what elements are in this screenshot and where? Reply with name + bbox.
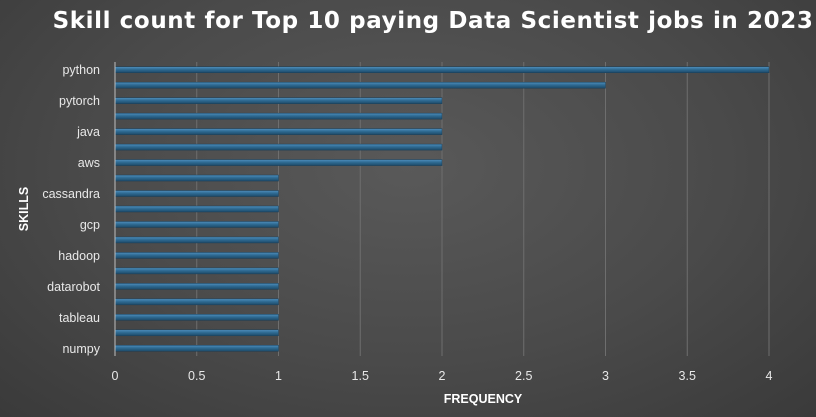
bar xyxy=(114,190,279,197)
y-tick-labels: python pytorch java aws cassandra gcp hadoop da… xyxy=(42,63,100,356)
bar xyxy=(114,314,279,321)
bar xyxy=(114,81,606,89)
bar xyxy=(114,143,443,151)
y-axis-title: SKILLS xyxy=(17,187,31,231)
x-tick-label: 4 xyxy=(766,369,773,383)
bar xyxy=(114,267,279,275)
bar xyxy=(114,283,279,290)
y-tick-label: gcp xyxy=(80,218,100,232)
x-tick-label: 1.5 xyxy=(352,369,369,383)
x-tick-label: 2 xyxy=(439,369,446,383)
bar xyxy=(114,298,279,306)
bar xyxy=(114,205,279,213)
bar xyxy=(114,329,279,337)
y-tick-label: pytorch xyxy=(59,94,100,108)
bar xyxy=(114,159,443,166)
y-tick-label: aws xyxy=(78,156,100,170)
bar xyxy=(114,345,279,352)
y-tick-label: java xyxy=(76,125,100,139)
bar xyxy=(114,128,443,135)
x-tick-label: 3 xyxy=(602,369,609,383)
gridlines xyxy=(196,62,770,356)
x-tick-label: 1 xyxy=(275,369,282,383)
y-tick-label: cassandra xyxy=(42,187,100,201)
bar xyxy=(114,97,443,104)
bar xyxy=(114,236,279,244)
y-tick-label: numpy xyxy=(62,342,100,356)
x-tick-labels: 0 0.5 1 1.5 2 2.5 3 3.5 4 xyxy=(112,369,773,383)
bars xyxy=(114,66,770,352)
bar xyxy=(114,221,279,228)
y-tick-label: python xyxy=(62,63,100,77)
x-axis-title: FREQUENCY xyxy=(444,392,523,406)
y-tick-label: hadoop xyxy=(58,249,100,263)
y-tick-label: datarobot xyxy=(47,280,100,294)
bar xyxy=(114,174,279,182)
y-tick-label: tableau xyxy=(59,311,100,325)
chart-title: Skill count for Top 10 paying Data Scien… xyxy=(52,8,814,34)
bar xyxy=(114,112,443,120)
bar xyxy=(114,252,279,259)
x-tick-label: 0.5 xyxy=(188,369,205,383)
bar xyxy=(114,66,770,73)
x-tick-label: 0 xyxy=(112,369,119,383)
x-tick-label: 3.5 xyxy=(679,369,696,383)
x-tick-label: 2.5 xyxy=(515,369,532,383)
